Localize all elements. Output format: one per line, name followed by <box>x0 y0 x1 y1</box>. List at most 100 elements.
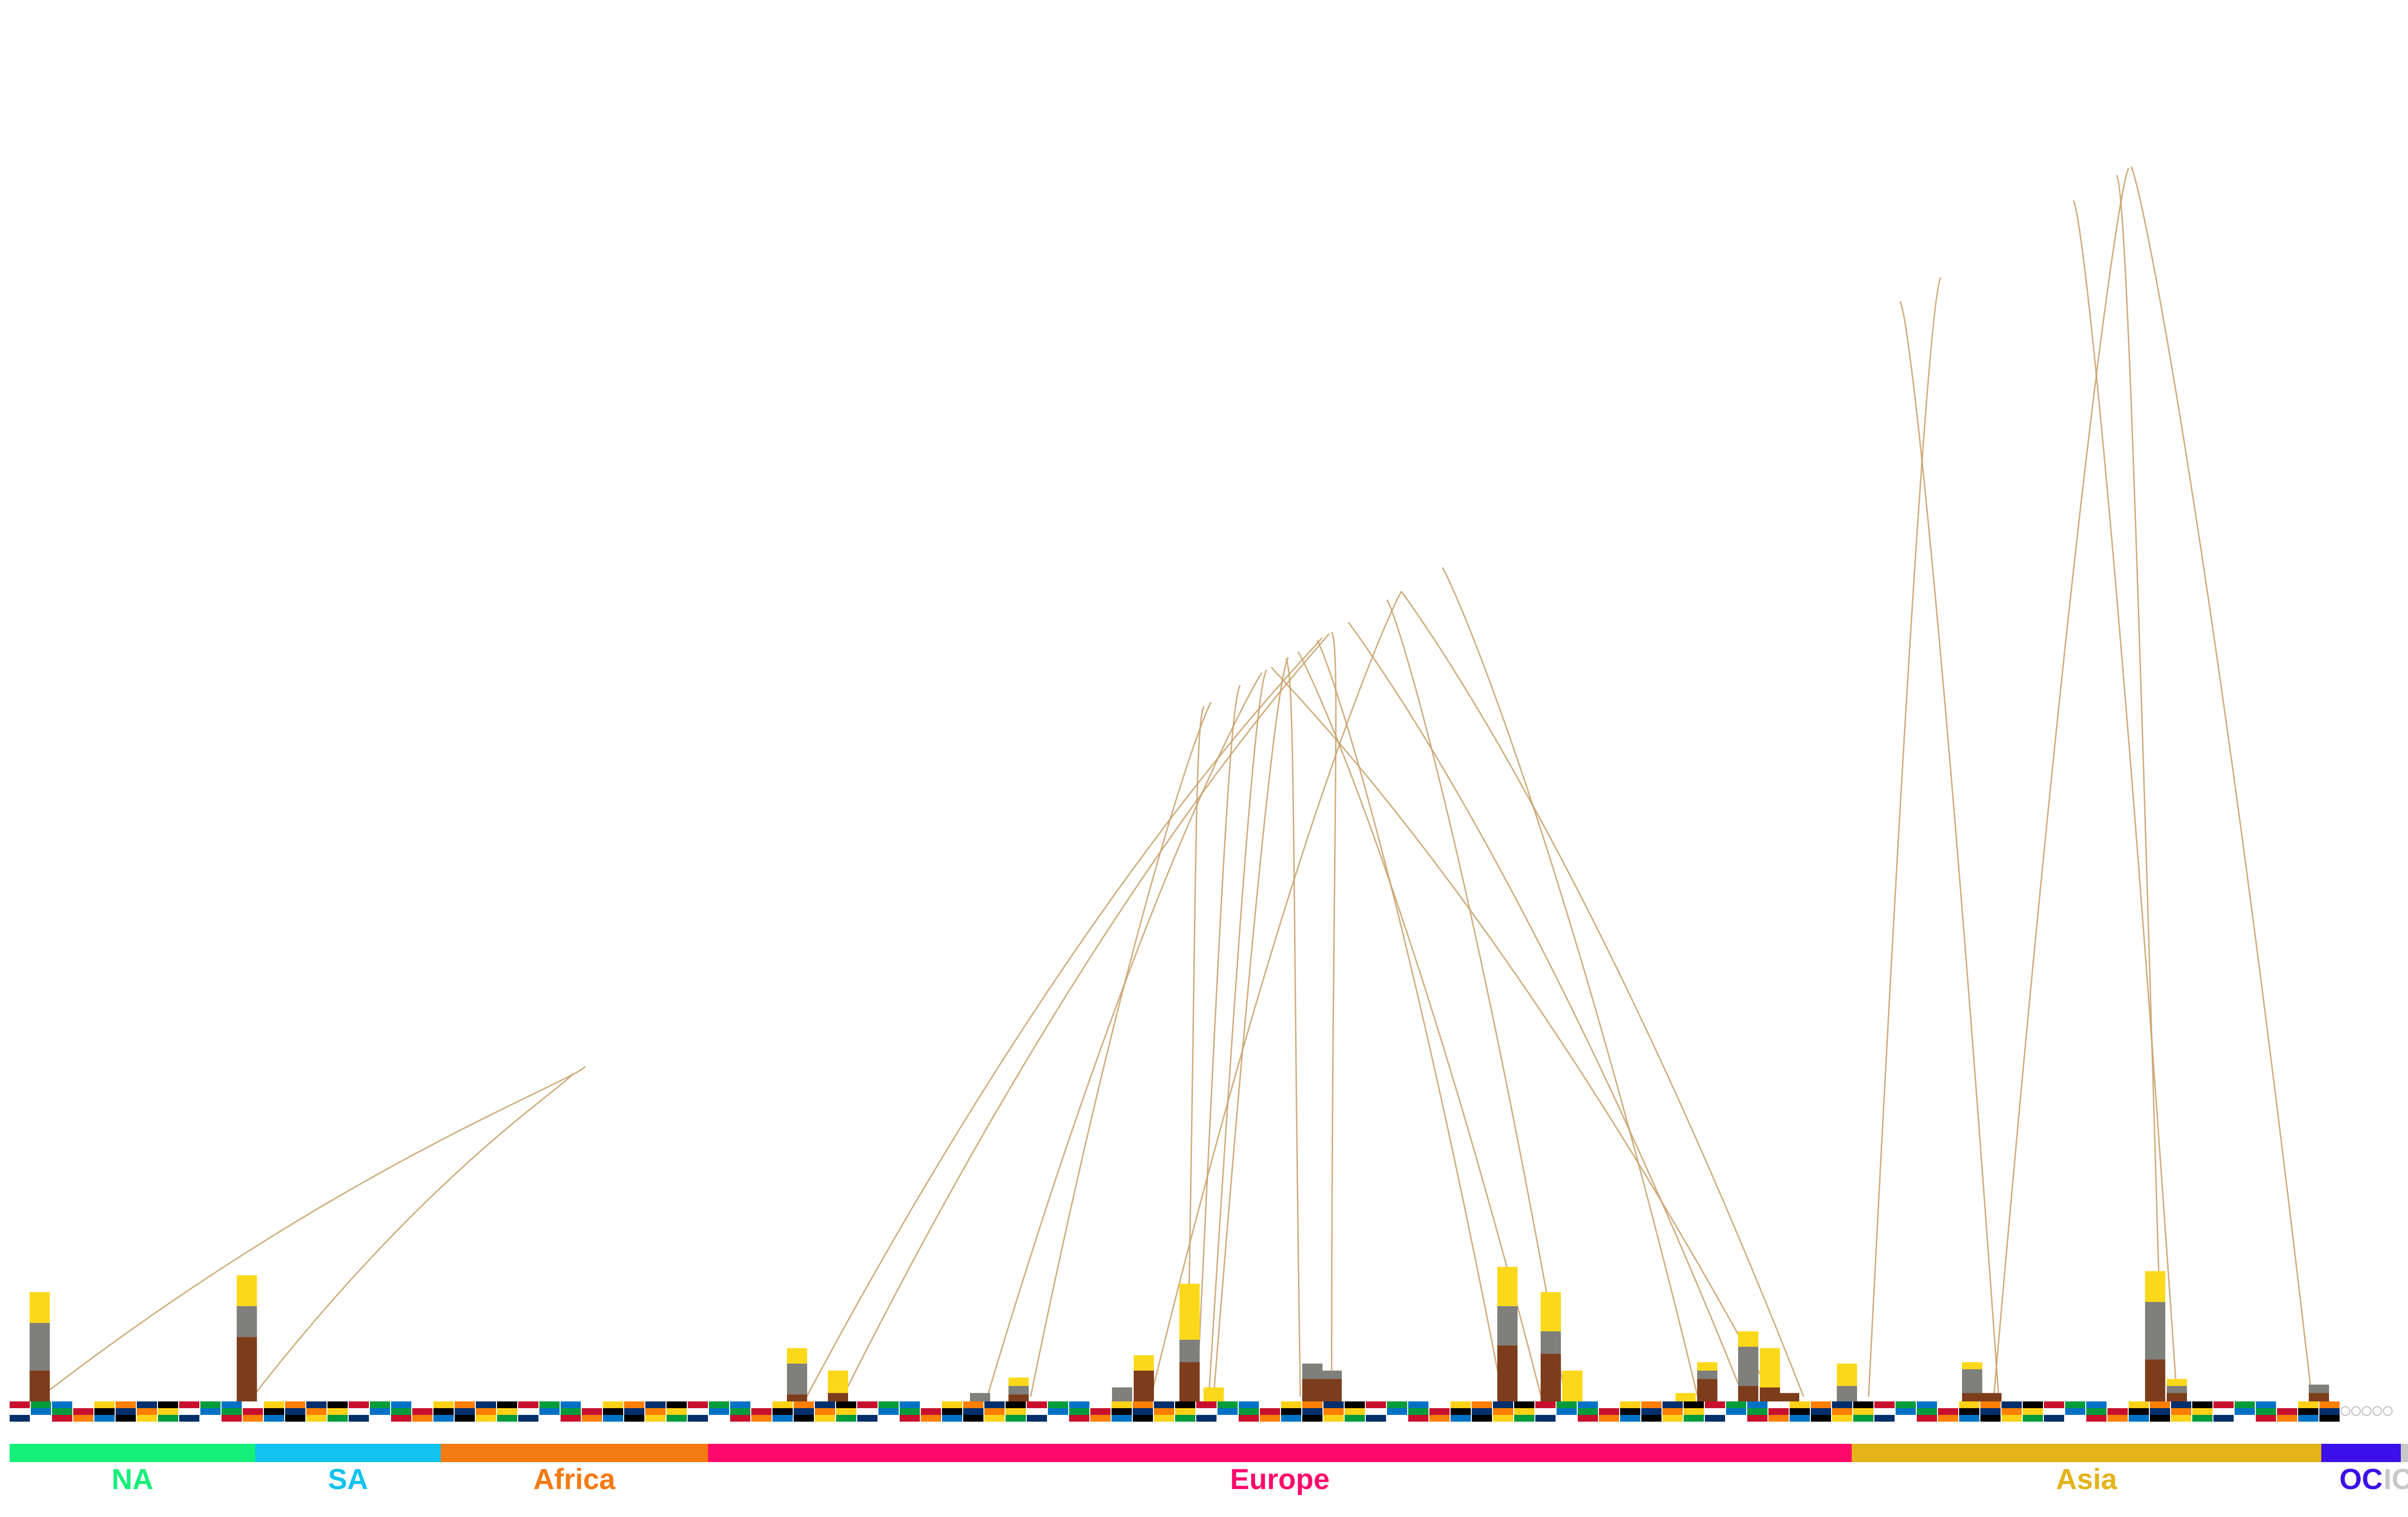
flag-stripe <box>667 1408 687 1415</box>
flag-tile <box>2298 1401 2318 1422</box>
flag-stripe <box>2129 1415 2149 1422</box>
arc-line <box>1030 702 1212 1397</box>
region-label: NA <box>112 1463 154 1495</box>
flag-tile <box>1408 1401 1428 1422</box>
flag-stripe <box>2213 1401 2234 1408</box>
flag-stripe <box>1260 1408 1280 1415</box>
silver-bar <box>29 1323 50 1371</box>
flag-stripe <box>391 1401 411 1408</box>
flag-tile <box>1896 1401 1916 1422</box>
flag-stripe <box>2023 1415 2043 1422</box>
arc-line <box>2116 174 2163 1397</box>
flag-stripe <box>1959 1415 1979 1422</box>
flag-stripe <box>116 1408 136 1415</box>
flag-tile <box>1451 1401 1471 1422</box>
flag-tile <box>688 1401 708 1422</box>
silver-bar <box>1738 1347 1758 1386</box>
arc-line <box>1297 651 1542 1397</box>
flag-tile <box>2065 1401 2085 1422</box>
flag-stripe <box>1112 1401 1132 1408</box>
bronze-bar <box>2167 1393 2187 1401</box>
flag-stripe <box>349 1408 369 1415</box>
region-label: Africa <box>533 1463 615 1495</box>
flag-stripe <box>1578 1401 1598 1408</box>
gold-bar <box>828 1370 848 1393</box>
flag-tile <box>1027 1401 1047 1422</box>
flag-stripe <box>857 1408 877 1415</box>
flag-stripe <box>412 1401 432 1408</box>
flag-stripe <box>1684 1408 1704 1415</box>
flag-stripe <box>1790 1401 1810 1408</box>
flag-stripe <box>433 1408 454 1415</box>
flag-stripe <box>1768 1415 1789 1422</box>
flag-stripe <box>1896 1408 1916 1415</box>
flag-tile <box>2235 1401 2255 1422</box>
flag-tile <box>1112 1401 1132 1422</box>
flag-stripe <box>1069 1408 1089 1415</box>
flag-stripe <box>1217 1415 1238 1422</box>
arc-line <box>1150 591 1402 1397</box>
flag-stripe <box>1641 1401 1662 1408</box>
flag-stripe <box>645 1401 666 1408</box>
flag-tile <box>857 1401 877 1422</box>
flag-stripe <box>942 1408 962 1415</box>
flag-tile <box>2256 1401 2276 1422</box>
flag-stripe <box>794 1415 814 1422</box>
flag-stripe <box>391 1415 411 1422</box>
flag-stripe <box>2150 1415 2170 1422</box>
silver-bar <box>970 1393 990 1401</box>
flag-stripe <box>836 1401 856 1408</box>
flag-stripe <box>1959 1401 1979 1408</box>
flag-stripe <box>1069 1401 1089 1408</box>
flag-tile <box>94 1401 115 1422</box>
flag-stripe <box>2319 1415 2340 1422</box>
flag-stripe <box>1048 1401 1068 1408</box>
flag-stripe <box>10 1415 30 1422</box>
flag-tile <box>2277 1401 2297 1422</box>
flag-tile <box>667 1401 687 1422</box>
flag-stripe <box>1408 1401 1428 1408</box>
flag-tile <box>1938 1401 1958 1422</box>
flag-stripe <box>1429 1415 1450 1422</box>
flag-stripe <box>582 1415 602 1422</box>
flag-stripe <box>2107 1415 2128 1422</box>
region-band <box>2401 1444 2408 1462</box>
flag-stripe <box>94 1415 115 1422</box>
flag-stripe <box>1451 1408 1471 1415</box>
flag-tile <box>1980 1401 2001 1422</box>
flag-stripe <box>1980 1415 2001 1422</box>
region-band <box>708 1444 1852 1462</box>
bronze-bar <box>787 1394 807 1401</box>
flag-stripe <box>1175 1408 1195 1415</box>
flag-stripe <box>433 1401 454 1408</box>
flag-stripe <box>391 1408 411 1415</box>
flag-stripe <box>2065 1408 2085 1415</box>
flag-stripe <box>1366 1415 1386 1422</box>
flag-stripe <box>1493 1401 1513 1408</box>
flag-stripe <box>158 1408 178 1415</box>
flag-tile <box>878 1401 899 1422</box>
flag-tile <box>1133 1401 1153 1422</box>
flag-stripe <box>2192 1401 2212 1408</box>
flag-stripe <box>1048 1415 1068 1422</box>
flag-tile <box>1472 1401 1492 1422</box>
flags-layer <box>10 1401 2393 1422</box>
bronze-bar <box>1779 1393 1799 1401</box>
flag-tile <box>1429 1401 1450 1422</box>
flag-stripe <box>94 1408 115 1415</box>
flag-stripe <box>455 1415 475 1422</box>
flag-tile <box>455 1401 475 1422</box>
region-band <box>10 1444 255 1462</box>
flag-stripe <box>1451 1401 1471 1408</box>
flag-stripe <box>1557 1415 1577 1422</box>
flag-stripe <box>1408 1415 1428 1422</box>
flag-tile <box>285 1401 305 1422</box>
flag-stripe <box>2277 1415 2297 1422</box>
flag-stripe <box>2192 1415 2212 1422</box>
gold-bar <box>1738 1331 1758 1347</box>
silver-bar <box>1497 1306 1518 1346</box>
flag-stripe <box>2298 1401 2318 1408</box>
flag-stripe <box>1027 1401 1047 1408</box>
flag-stripe <box>1281 1401 1301 1408</box>
flag-stripe <box>412 1415 432 1422</box>
